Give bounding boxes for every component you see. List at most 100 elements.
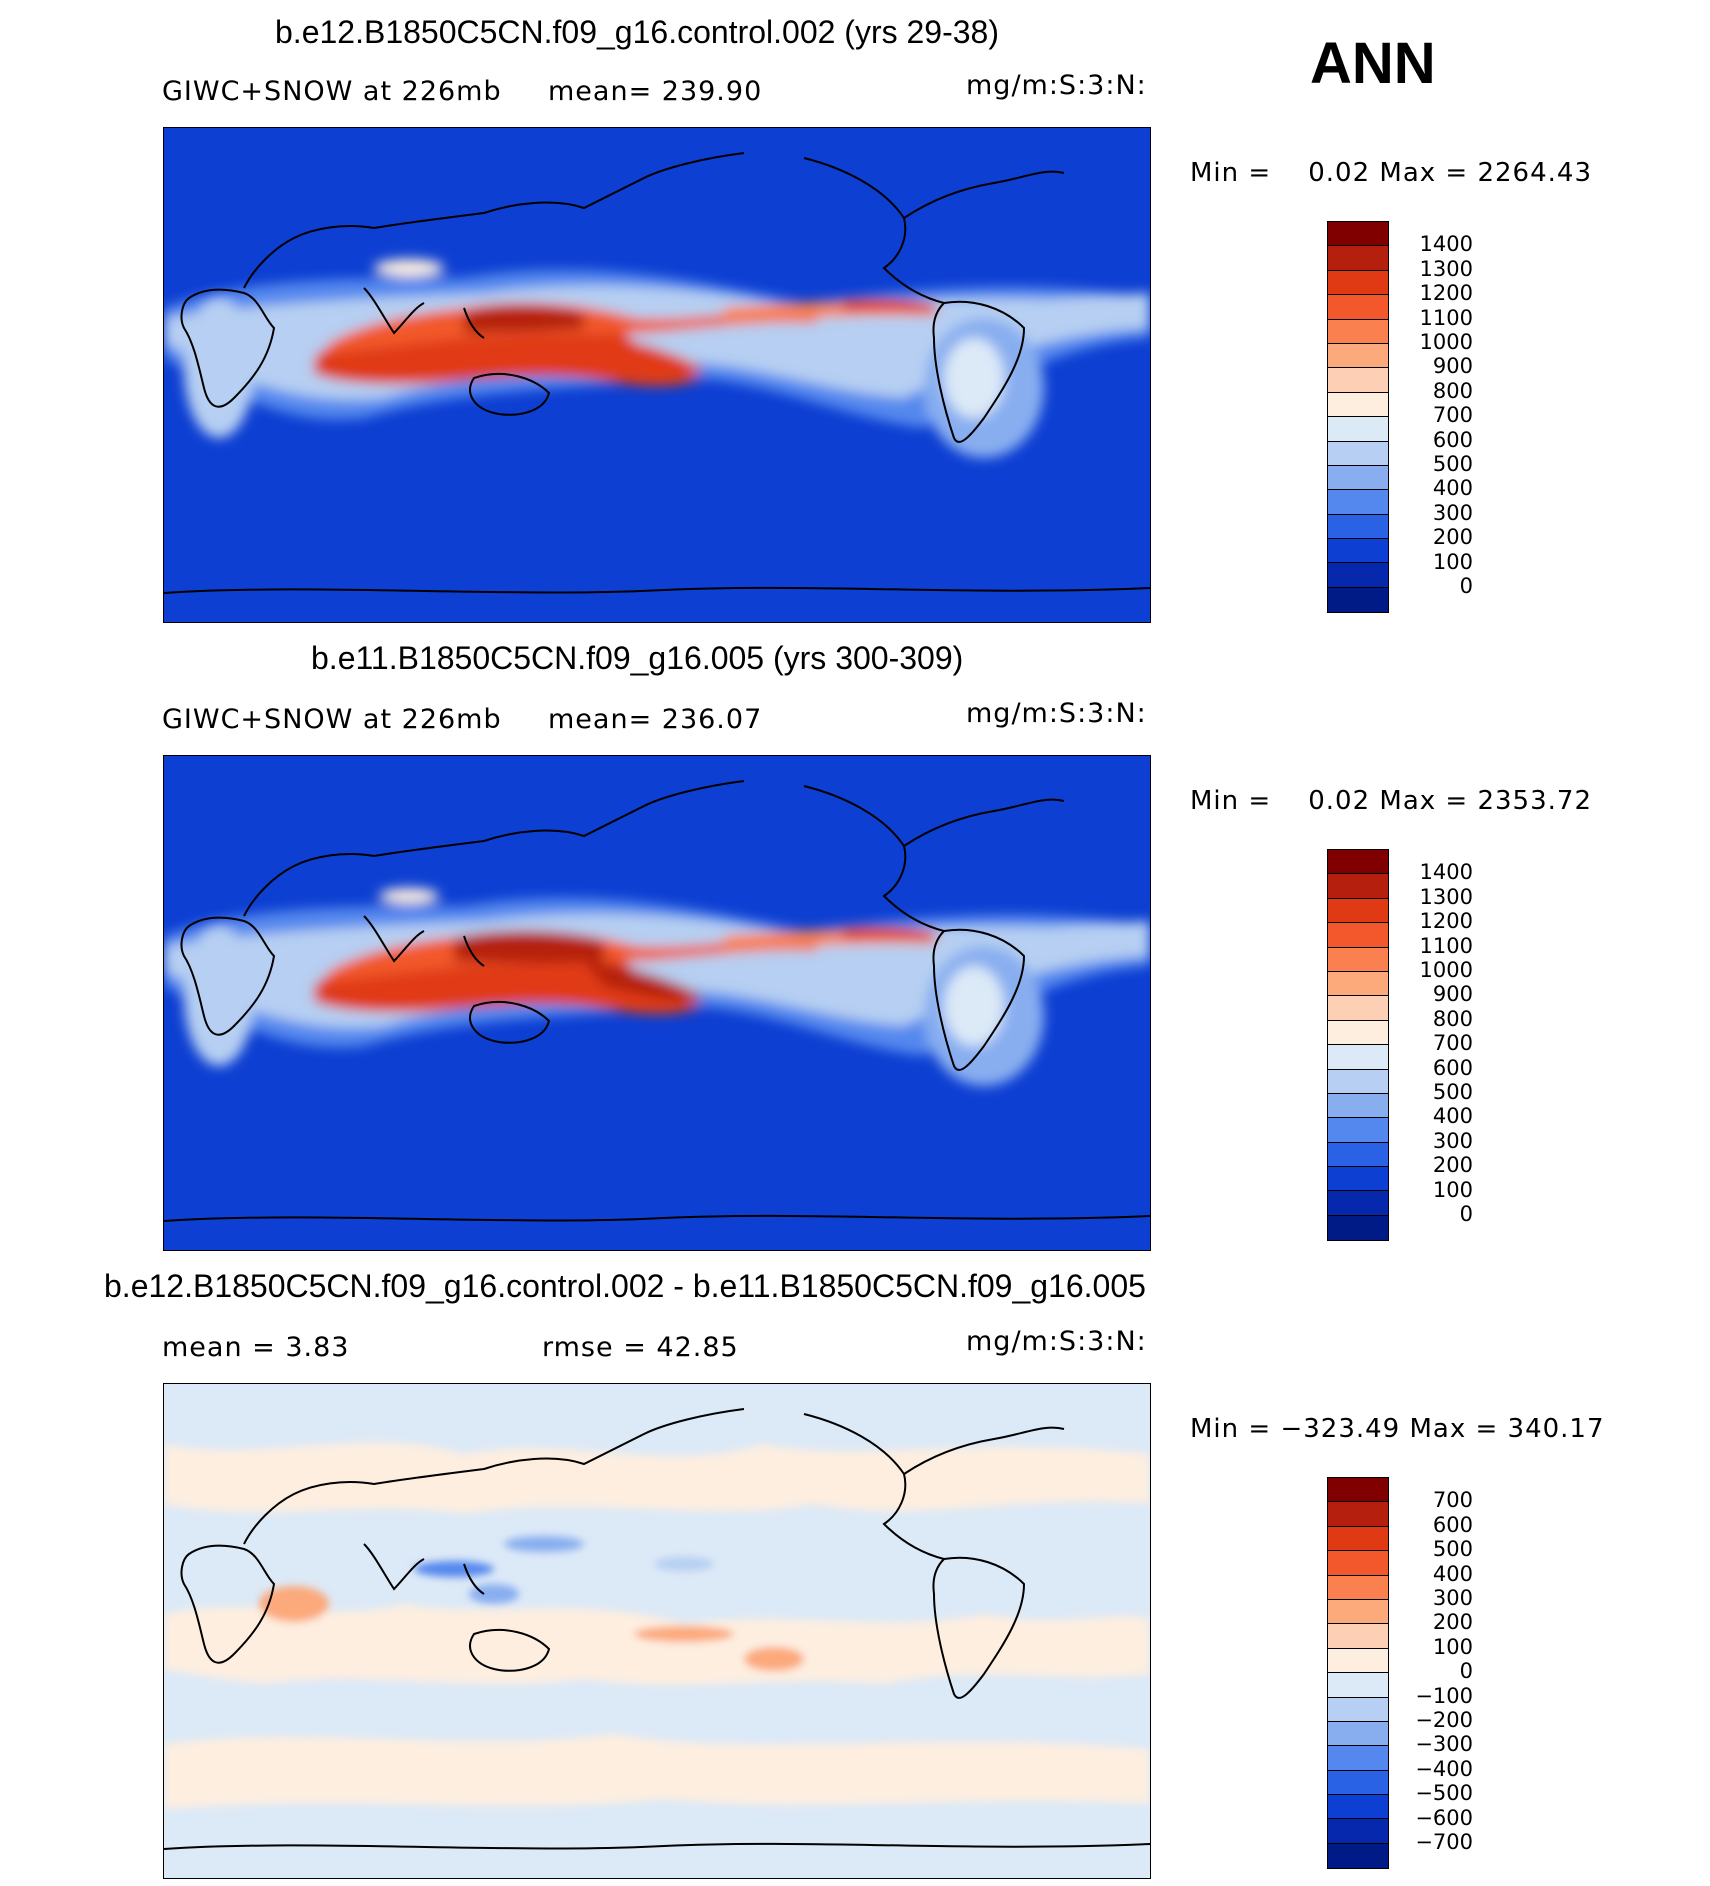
colorbar-segment — [1328, 1819, 1388, 1844]
colorbar-segment — [1328, 563, 1388, 588]
panel-1-colorbar-box — [1327, 221, 1389, 614]
panel-2-units: mg/m:S:3:N: — [966, 698, 1147, 729]
colorbar-tick-label: 300 — [1432, 500, 1473, 525]
panel-2-coastlines — [164, 780, 1150, 1222]
colorbar-segment — [1328, 1795, 1388, 1820]
panel-3-map-svg — [164, 1384, 1150, 1878]
colorbar-segment — [1328, 343, 1388, 369]
colorbar-tick-label: −700 — [1415, 1830, 1473, 1854]
colorbar-segment — [1328, 1118, 1388, 1143]
colorbar-tick-label: 100 — [1432, 549, 1473, 574]
colorbar-tick-label: 300 — [1432, 1128, 1473, 1153]
colorbar-segment — [1328, 1093, 1388, 1119]
colorbar-segment — [1328, 392, 1388, 418]
panel-3-coastlines — [164, 1408, 1150, 1850]
colorbar-tick-label: 1100 — [1419, 933, 1473, 958]
colorbar-segment — [1328, 874, 1388, 899]
panel-3-rmse-label: rmse = 42.85 — [542, 1332, 739, 1363]
colorbar-tick-label: 1400 — [1419, 232, 1473, 257]
colorbar-segment — [1328, 222, 1388, 247]
panel-1-variable-label: GIWC+SNOW at 226mb — [162, 76, 502, 107]
colorbar-tick-label: 400 — [1432, 476, 1473, 501]
colorbar-segment — [1328, 1599, 1388, 1625]
colorbar-segment — [1328, 923, 1388, 948]
colorbar-tick-label: 1300 — [1419, 884, 1473, 909]
colorbar-tick-label: −300 — [1415, 1732, 1473, 1757]
colorbar-segment — [1328, 539, 1388, 564]
colorbar-segment — [1328, 319, 1388, 344]
panel-1-mean-label: mean= 239.90 — [548, 76, 763, 107]
panel-1-map-svg — [164, 128, 1150, 622]
colorbar-tick-label: 0 — [1459, 1659, 1473, 1684]
colorbar-segment — [1328, 1770, 1388, 1796]
panel-2-mean-label: mean= 236.07 — [548, 704, 763, 735]
colorbar-tick-label: 0 — [1459, 574, 1473, 598]
colorbar-segment — [1328, 246, 1388, 271]
panel-2-map-svg — [164, 756, 1150, 1250]
colorbar-tick-label: 100 — [1432, 1177, 1473, 1202]
colorbar-segment — [1328, 514, 1388, 540]
colorbar-tick-label: 500 — [1432, 452, 1473, 476]
colorbar-segment — [1328, 1843, 1388, 1869]
colorbar-tick-label: 600 — [1432, 427, 1473, 452]
colorbar-tick-label: 1000 — [1419, 958, 1473, 982]
colorbar-segment — [1328, 1624, 1388, 1649]
colorbar-tick-label: 200 — [1432, 1610, 1473, 1635]
colorbar-segment — [1328, 1648, 1388, 1674]
colorbar-segment — [1328, 1167, 1388, 1192]
colorbar-tick-label: 700 — [1432, 1488, 1473, 1513]
colorbar-segment — [1328, 417, 1388, 442]
colorbar-segment — [1328, 587, 1388, 613]
panel-3-minmax: Min = −323.49 Max = 340.17 — [1190, 1414, 1605, 1444]
colorbar-tick-label: −600 — [1415, 1805, 1473, 1830]
colorbar-tick-label: 300 — [1432, 1586, 1473, 1610]
panel-3-map — [163, 1383, 1151, 1879]
colorbar-tick-label: 1400 — [1419, 860, 1473, 885]
colorbar-tick-label: 900 — [1432, 354, 1473, 379]
colorbar-segment — [1328, 465, 1388, 491]
panel-2-minmax: Min = 0.02 Max = 2353.72 — [1190, 786, 1592, 816]
panel-1-coastlines — [164, 152, 1150, 594]
colorbar-tick-label: 500 — [1432, 1080, 1473, 1104]
colorbar-tick-label: 500 — [1432, 1537, 1473, 1562]
colorbar-segment — [1328, 1526, 1388, 1552]
panel-1-map — [163, 127, 1151, 623]
colorbar-tick-label: 1100 — [1419, 305, 1473, 330]
colorbar-tick-label: 0 — [1459, 1202, 1473, 1226]
colorbar-tick-label: 600 — [1432, 1055, 1473, 1080]
colorbar-tick-label: −100 — [1415, 1683, 1473, 1708]
colorbar-tick-label: 400 — [1432, 1104, 1473, 1129]
colorbar-tick-label: 200 — [1432, 1153, 1473, 1178]
colorbar-segment — [1328, 850, 1388, 875]
colorbar-tick-label: 700 — [1432, 1031, 1473, 1056]
colorbar-segment — [1328, 1697, 1388, 1722]
panel-2-title: b.e11.B1850C5CN.f09_g16.005 (yrs 300-309… — [311, 640, 964, 676]
colorbar-segment — [1328, 1020, 1388, 1046]
colorbar-segment — [1328, 1215, 1388, 1241]
colorbar-segment — [1328, 368, 1388, 393]
panel-2-colorbar-box — [1327, 849, 1389, 1242]
panel-2-map — [163, 755, 1151, 1251]
panel-3-mean-label: mean = 3.83 — [162, 1332, 350, 1363]
colorbar-segment — [1328, 996, 1388, 1021]
colorbar-tick-label: 800 — [1432, 378, 1473, 403]
colorbar-segment — [1328, 1721, 1388, 1747]
panel-3-units: mg/m:S:3:N: — [966, 1326, 1147, 1357]
colorbar-tick-label: 400 — [1432, 1561, 1473, 1586]
colorbar-tick-label: 1000 — [1419, 330, 1473, 354]
colorbar-segment — [1328, 947, 1388, 972]
colorbar-tick-label: 100 — [1432, 1634, 1473, 1659]
colorbar-tick-label: 800 — [1432, 1006, 1473, 1031]
panel-3-title: b.e12.B1850C5CN.f09_g16.control.002 - b.… — [104, 1268, 1146, 1304]
colorbar-segment — [1328, 270, 1388, 296]
colorbar-segment — [1328, 1478, 1388, 1503]
colorbar-tick-label: −400 — [1415, 1756, 1473, 1781]
colorbar-segment — [1328, 971, 1388, 997]
panel-1-units: mg/m:S:3:N: — [966, 70, 1147, 101]
colorbar-segment — [1328, 1746, 1388, 1771]
colorbar-segment — [1328, 1142, 1388, 1168]
panel-3-colorbar-box — [1327, 1477, 1389, 1870]
colorbar-segment — [1328, 1575, 1388, 1600]
colorbar-tick-label: 1300 — [1419, 256, 1473, 281]
colorbar-tick-label: 700 — [1432, 403, 1473, 428]
